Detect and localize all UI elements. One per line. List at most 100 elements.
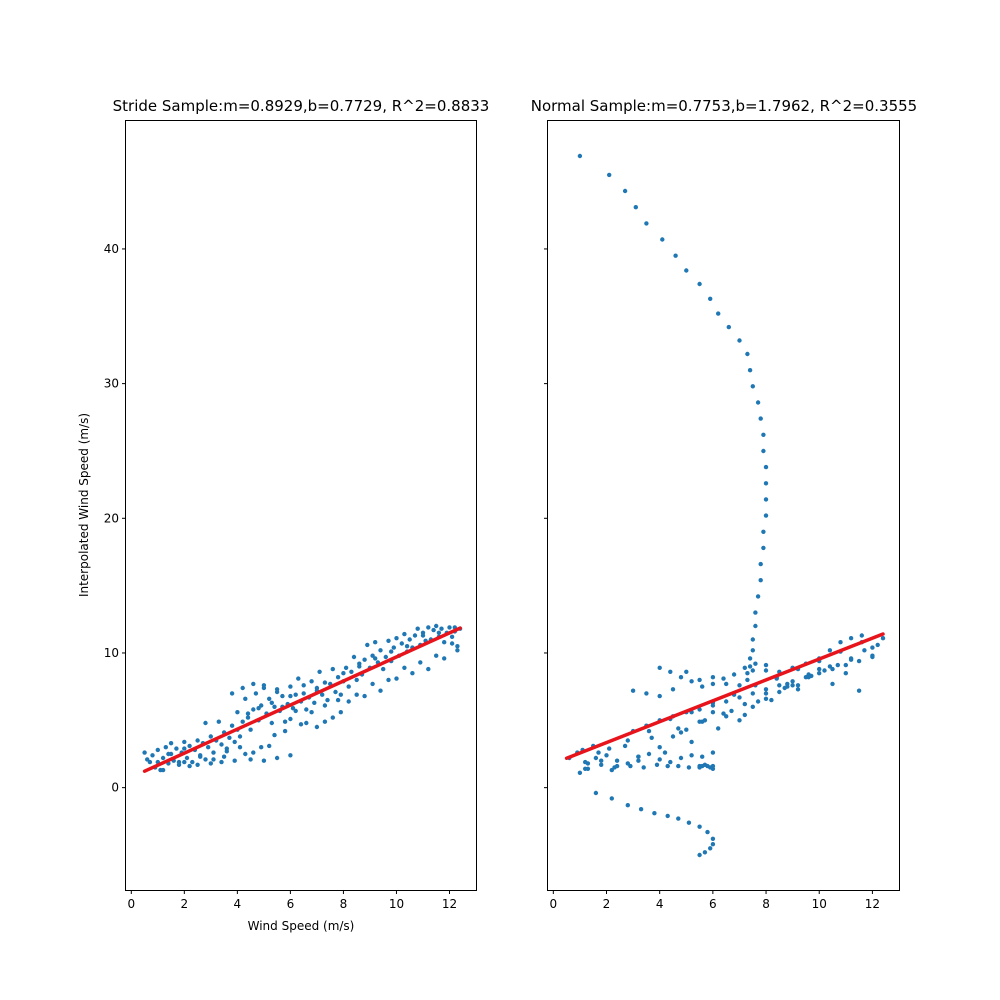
data-point [625, 803, 630, 808]
data-point [830, 681, 835, 687]
data-point [673, 253, 678, 258]
data-point [373, 656, 378, 661]
data-point [622, 188, 628, 194]
data-point [599, 758, 604, 763]
data-point [583, 759, 588, 765]
data-point [439, 626, 444, 631]
left-x-tick-label: 8 [340, 897, 348, 911]
data-point [357, 661, 362, 666]
data-point [187, 743, 192, 749]
data-point [593, 790, 599, 796]
data-point [596, 750, 601, 755]
data-point [790, 683, 795, 688]
data-point [312, 700, 317, 705]
right-x-tick-label: 8 [762, 897, 770, 911]
data-point [633, 205, 638, 210]
data-point [710, 675, 716, 680]
right-fit-line [564, 632, 885, 760]
data-point [436, 630, 442, 635]
data-point [636, 758, 641, 763]
data-point [386, 638, 391, 643]
data-point [859, 633, 864, 638]
data-point [660, 237, 665, 242]
data-point [237, 734, 243, 739]
data-point [702, 718, 708, 723]
data-point [678, 730, 684, 735]
data-point [684, 727, 689, 732]
data-point [182, 759, 187, 765]
data-point [389, 649, 394, 654]
data-point [710, 710, 716, 715]
data-point [455, 648, 460, 653]
data-point [670, 734, 676, 739]
data-point [755, 594, 761, 599]
data-point [697, 824, 702, 829]
data-point [822, 668, 827, 673]
data-point [229, 691, 235, 696]
left-y-tick-label: 40 [104, 242, 119, 256]
data-point [240, 685, 245, 691]
data-point [261, 683, 267, 688]
right-x-tick-label: 6 [709, 897, 717, 911]
data-point [245, 711, 251, 716]
data-point [394, 636, 399, 641]
data-point [245, 715, 251, 720]
data-point [434, 653, 439, 658]
data-point [676, 816, 681, 821]
data-point [142, 750, 147, 755]
data-point [341, 671, 346, 676]
data-point [378, 688, 383, 693]
data-point [678, 675, 684, 680]
data-point [742, 712, 747, 718]
data-point [630, 688, 636, 693]
data-point [607, 172, 612, 178]
data-point [296, 676, 301, 681]
data-point [269, 720, 274, 726]
data-point [875, 642, 880, 648]
data-point [237, 745, 243, 750]
data-point [174, 746, 179, 751]
left-axes-frame [125, 120, 477, 891]
data-point [676, 763, 681, 769]
data-point [716, 726, 721, 731]
data-point [657, 665, 662, 670]
data-point [203, 720, 208, 726]
data-point [700, 754, 705, 759]
data-point [309, 679, 314, 684]
data-point [288, 693, 293, 699]
data-point [261, 758, 267, 763]
data-point [221, 754, 227, 759]
data-point [638, 807, 644, 812]
data-point [232, 739, 237, 745]
data-point [747, 664, 753, 669]
data-point [729, 708, 734, 714]
left-x-axis-label: Wind Speed (m/s) [248, 919, 355, 933]
data-point [322, 680, 328, 685]
data-point [763, 696, 769, 701]
left-plot-area [142, 623, 463, 773]
data-point [449, 641, 455, 646]
data-point [724, 699, 729, 704]
data-point [785, 684, 790, 689]
data-point [750, 691, 755, 696]
data-point [256, 706, 261, 711]
data-point [346, 699, 351, 704]
data-point [702, 850, 708, 855]
data-point [381, 666, 386, 672]
data-point [817, 666, 822, 672]
data-point [657, 693, 662, 699]
data-point [365, 642, 370, 648]
data-point [652, 811, 657, 816]
data-point [742, 701, 747, 707]
data-point [753, 623, 758, 629]
data-point [301, 691, 306, 696]
data-point [288, 684, 293, 689]
data-point [684, 669, 689, 674]
data-point [166, 751, 171, 757]
data-point [769, 697, 774, 703]
data-point [763, 691, 769, 696]
data-point [434, 623, 439, 629]
data-point [420, 633, 426, 638]
data-point [442, 640, 447, 645]
data-point [155, 747, 160, 753]
